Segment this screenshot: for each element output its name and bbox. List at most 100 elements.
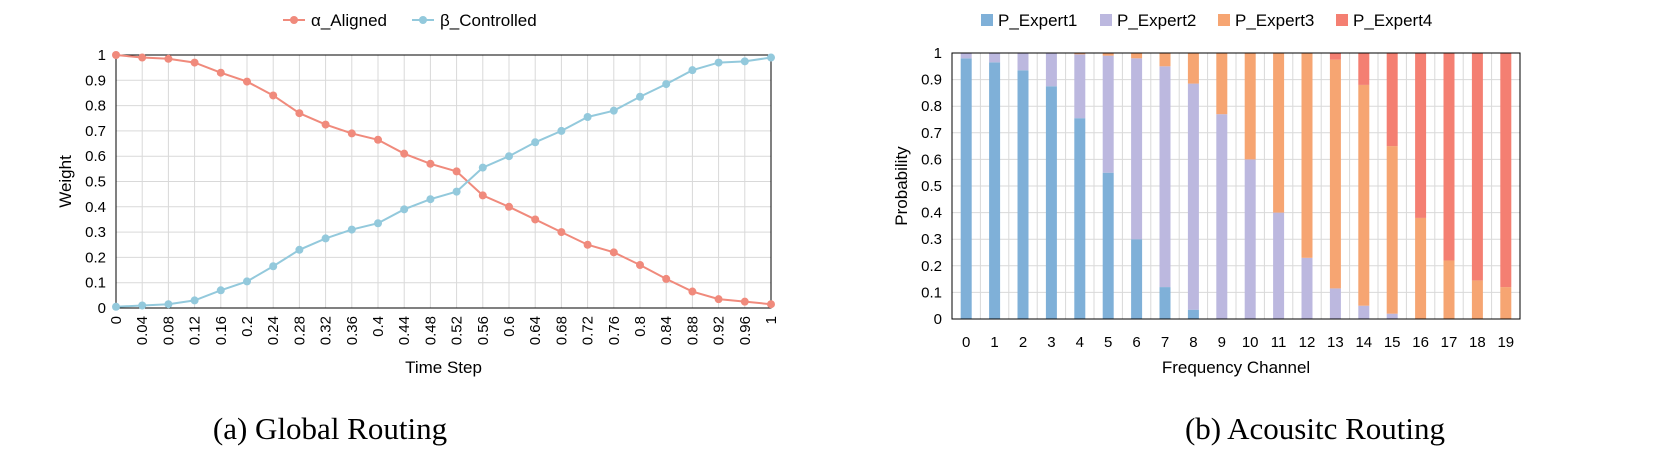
data-point [112,302,120,311]
data-point [190,296,199,305]
data-point [269,91,278,100]
x-tick-label: 0.56 [475,316,492,345]
stacked-bar-chart-acoustic-routing: 00.10.20.30.40.50.60.70.80.910 1 2 3 4 5 6 7 8 9 1… [892,11,1521,377]
bar-segment [1102,55,1114,173]
x-axis-label: Time Step [405,358,482,377]
legend-swatch [1100,14,1112,26]
data-point [321,234,330,243]
data-point [374,219,382,228]
bar-segment [1301,53,1313,258]
x-tick-label: 18 [1469,334,1486,351]
data-point [609,248,618,257]
x-tick-label: 0.28 [291,316,308,345]
x-tick-label: 0.4 [370,316,387,337]
data-point [609,106,618,115]
bar-segment [1074,53,1086,55]
x-tick-label: 6 [1132,334,1140,351]
data-point [400,205,409,214]
bar-segment [960,58,972,319]
bar-segment [1273,53,1285,213]
data-point [321,120,330,129]
bar-segment [960,53,972,59]
legend-label: β_Controlled [440,11,537,30]
y-tick-label: 0.3 [921,231,942,248]
data-point [714,295,723,304]
data-point [138,53,147,62]
bar-segment [1329,53,1341,60]
bar-segment [1443,53,1455,261]
y-tick-label: 0.9 [85,72,106,89]
x-tick-label: 10 [1242,334,1259,351]
bar-segment [1415,217,1427,319]
data-point [767,300,775,309]
data-point [164,300,173,309]
x-tick-label: 0.6 [501,316,518,337]
x-tick-label: 5 [1104,334,1112,351]
data-point [505,202,513,211]
bar-segment [1500,287,1512,319]
x-tick-label: 0.32 [318,316,335,345]
y-tick-label: 0.4 [85,199,106,216]
data-point [216,286,225,295]
bar-segment [989,53,1001,63]
x-tick-label: 0.12 [187,316,204,345]
line-chart-global-routing: 0 0.1 0.2 0.3 0.4 0.5 0.6 0.7 0.8 0.9 1 0 0.04 0.08 0.… [56,11,780,377]
data-point [243,77,251,86]
bar-segment [1244,53,1256,160]
bar-segment [1244,159,1256,319]
bar-segment [1500,53,1512,288]
bar-segment [1102,172,1114,319]
x-tick-label: 0 [962,334,970,351]
legend-label: P_Expert2 [1117,11,1196,30]
plot-frame [951,52,1521,320]
bar-segment [1074,54,1086,119]
x-tick-label: 19 [1497,334,1514,351]
y-tick-label: 0.2 [921,258,942,275]
x-tick-label: 11 [1271,334,1287,351]
x-tick-label: 15 [1384,334,1401,351]
caption-acoustic-routing: (b) Acousitc Routing [1185,411,1445,446]
bar-segment [1329,288,1341,319]
x-tick-label: 13 [1327,334,1344,351]
data-point [452,187,461,196]
bar-segment [1386,146,1398,314]
x-tick-label: 0.36 [344,316,361,345]
bar-segment [1074,118,1086,319]
bar-segment [1187,53,1199,84]
data-point [347,225,356,234]
data-point [478,191,487,200]
plot-frame [115,54,772,309]
data-point [583,240,592,249]
bar-segment [1187,83,1199,310]
bar-segment [1415,53,1427,218]
y-tick-label: 0.9 [921,72,942,89]
y-tick-label: 0.8 [85,98,106,115]
data-point [505,152,513,161]
x-tick-label: 8 [1189,334,1197,351]
x-tick-label: 7 [1161,334,1169,351]
data-point [426,195,435,204]
bar-segment [1358,305,1370,319]
bar-segment [1159,53,1171,67]
bar-segment [1273,212,1285,319]
legend-label: α_Aligned [311,11,387,30]
x-tick-label: 0.84 [658,316,675,345]
data-point [347,129,356,138]
data-point [636,92,644,101]
bar-segment [1131,239,1143,319]
y-tick-label: 0.4 [921,205,942,222]
data-point [767,53,775,62]
bar-segment [1017,70,1029,319]
data-point [426,159,435,168]
legend-swatch [981,14,993,26]
data-point [662,80,671,89]
bar-segment [1159,287,1171,319]
series-line [115,54,772,306]
x-tick-label: 3 [1047,334,1055,351]
data-point [688,287,697,296]
y-tick-label: 0 [934,311,942,328]
bar-segment [1131,58,1143,240]
x-tick-label: 14 [1355,334,1372,351]
y-tick-label: 0.7 [85,123,106,140]
